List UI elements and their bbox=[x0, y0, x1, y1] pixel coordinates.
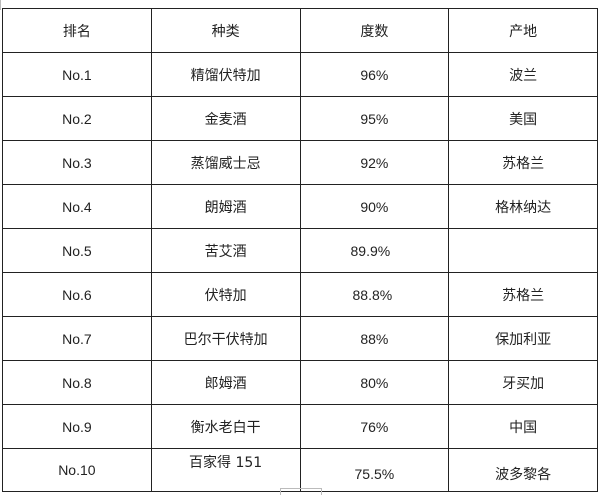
cell-origin: 苏格兰 bbox=[448, 272, 598, 317]
cell-rank: No.3 bbox=[2, 140, 152, 185]
cell-cat: 苦艾酒 bbox=[150, 228, 301, 273]
cell-rank: No.6 bbox=[2, 272, 152, 317]
cell-rank: No.9 bbox=[2, 404, 152, 449]
cell-text: 蒸馏威士忌 bbox=[190, 155, 261, 172]
cell-text: 80% bbox=[360, 374, 389, 391]
cell-text: 95% bbox=[360, 110, 389, 127]
cell-cat: 巴尔干伏特加 bbox=[150, 316, 301, 361]
cell-text: 88% bbox=[360, 330, 389, 347]
cell-text: 精馏伏特加 bbox=[190, 67, 261, 84]
liquor-ranking-table: 排名 种类 度数 产地 No.1 精馏伏特加 96% 波兰 No.2 金麦酒 95% 美国 No… bbox=[2, 8, 598, 492]
table-header-row: 排名 种类 度数 产地 bbox=[2, 8, 598, 53]
cell-origin: 保加利亚 bbox=[448, 316, 598, 361]
cell-text: 牙买加 bbox=[502, 375, 545, 392]
header-origin: 产地 bbox=[448, 8, 598, 53]
table-row: No.3 蒸馏威士忌 92% 苏格兰 bbox=[2, 140, 598, 185]
cell-text: No.10 bbox=[58, 462, 96, 478]
cell-deg: 76% bbox=[299, 404, 450, 449]
cell-text: No.2 bbox=[62, 110, 92, 127]
cell-deg: 75.5% bbox=[299, 448, 450, 492]
cell-text: 美国 bbox=[509, 111, 538, 128]
cell-text: 90% bbox=[360, 198, 389, 215]
cell-origin: 格林纳达 bbox=[448, 184, 598, 229]
cell-rank: No.5 bbox=[2, 228, 152, 273]
cell-rank: No.7 bbox=[2, 316, 152, 361]
table-row: No.2 金麦酒 95% 美国 bbox=[2, 96, 598, 141]
cell-text: 百家得 151 bbox=[189, 455, 263, 471]
cell-deg: 90% bbox=[299, 184, 450, 229]
table-row: No.5 苦艾酒 89.9% bbox=[2, 228, 598, 273]
cell-text: No.3 bbox=[62, 154, 92, 171]
cell-text: No.4 bbox=[62, 198, 92, 215]
cell-cat: 朗姆酒 bbox=[150, 184, 301, 229]
cell-text: 伏特加 bbox=[204, 287, 247, 304]
cell-deg: 80% bbox=[299, 360, 450, 405]
cell-rank: No.4 bbox=[2, 184, 152, 229]
cell-text: 波多黎各 bbox=[495, 467, 552, 483]
cell-text: 96% bbox=[360, 66, 389, 83]
cell-deg: 92% bbox=[299, 140, 450, 185]
cell-cat: 伏特加 bbox=[150, 272, 301, 317]
cell-cat: 精馏伏特加 bbox=[150, 52, 301, 97]
cell-text: No.9 bbox=[62, 418, 92, 435]
cell-rank: No.10 bbox=[2, 448, 152, 492]
cell-text: 朗姆酒 bbox=[204, 199, 247, 216]
cell-origin: 苏格兰 bbox=[448, 140, 598, 185]
cell-text: 75.5% bbox=[354, 466, 395, 482]
cell-text: No.5 bbox=[62, 242, 92, 259]
cell-origin bbox=[448, 228, 598, 273]
cell-origin: 波兰 bbox=[448, 52, 598, 97]
cell-rank: No.8 bbox=[2, 360, 152, 405]
cell-cat: 蒸馏威士忌 bbox=[150, 140, 301, 185]
cell-text: No.6 bbox=[62, 286, 92, 303]
table-row: No.10 百家得 151 75.5% 波多黎各 bbox=[2, 448, 598, 492]
table-row: No.8 郎姆酒 80% 牙买加 bbox=[2, 360, 598, 405]
cell-text: 89.9% bbox=[350, 242, 391, 259]
cell-cat: 百家得 151 bbox=[150, 448, 301, 492]
cell-origin: 牙买加 bbox=[448, 360, 598, 405]
table-row: No.1 精馏伏特加 96% 波兰 bbox=[2, 52, 598, 97]
cell-origin: 波多黎各 bbox=[448, 448, 598, 492]
cell-deg: 88% bbox=[299, 316, 450, 361]
cell-cat: 金麦酒 bbox=[150, 96, 301, 141]
cell-text: 苦艾酒 bbox=[204, 243, 247, 260]
page-corner-mark bbox=[0, 0, 4, 10]
cell-cat: 郎姆酒 bbox=[150, 360, 301, 405]
cell-text: 巴尔干伏特加 bbox=[183, 331, 268, 348]
cell-deg: 88.8% bbox=[299, 272, 450, 317]
cell-origin: 中国 bbox=[448, 404, 598, 449]
cell-text: 保加利亚 bbox=[495, 331, 552, 348]
cell-cat: 衡水老白干 bbox=[150, 404, 301, 449]
header-abv: 度数 bbox=[299, 8, 450, 53]
table-row: No.7 巴尔干伏特加 88% 保加利亚 bbox=[2, 316, 598, 361]
cell-text: 88.8% bbox=[352, 286, 393, 303]
table-row: No.6 伏特加 88.8% 苏格兰 bbox=[2, 272, 598, 317]
cell-rank: No.2 bbox=[2, 96, 152, 141]
cell-text: 格林纳达 bbox=[495, 199, 552, 216]
cell-text: 苏格兰 bbox=[502, 287, 545, 304]
cell-deg: 95% bbox=[299, 96, 450, 141]
cell-origin: 美国 bbox=[448, 96, 598, 141]
cell-text: No.7 bbox=[62, 330, 92, 347]
cell-text: 苏格兰 bbox=[502, 155, 545, 172]
cell-text: 金麦酒 bbox=[204, 111, 247, 128]
cell-text: No.8 bbox=[62, 374, 92, 391]
cell-rank: No.1 bbox=[2, 52, 152, 97]
cell-deg: 96% bbox=[299, 52, 450, 97]
cell-text: 92% bbox=[360, 154, 389, 171]
cell-deg: 89.9% bbox=[299, 228, 450, 273]
cell-text: 76% bbox=[360, 418, 389, 435]
cell-text: No.1 bbox=[62, 66, 92, 83]
cell-text: 郎姆酒 bbox=[204, 375, 247, 392]
table-row: No.9 衡水老白干 76% 中国 bbox=[2, 404, 598, 449]
cell-text: 衡水老白干 bbox=[190, 419, 261, 436]
cell-text: 波兰 bbox=[509, 67, 538, 84]
table-row: No.4 朗姆酒 90% 格林纳达 bbox=[2, 184, 598, 229]
header-rank: 排名 bbox=[2, 8, 152, 53]
cell-text: 中国 bbox=[509, 419, 538, 436]
header-type: 种类 bbox=[150, 8, 301, 53]
